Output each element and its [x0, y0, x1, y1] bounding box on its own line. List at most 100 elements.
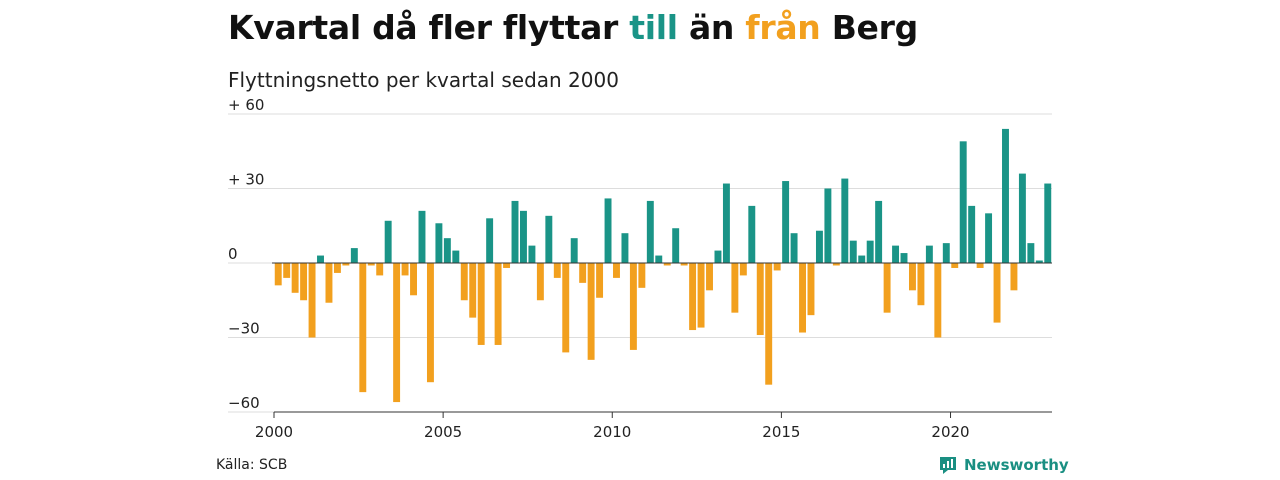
bar — [866, 240, 874, 263]
bar — [621, 233, 629, 263]
bar — [579, 263, 587, 283]
bar — [393, 263, 401, 403]
bar — [951, 263, 959, 268]
bar — [300, 263, 308, 301]
bar — [426, 263, 434, 383]
bar — [342, 263, 350, 266]
bar — [536, 263, 544, 301]
bar — [697, 263, 705, 328]
bar — [909, 263, 916, 291]
bar — [1018, 173, 1026, 263]
bar — [799, 263, 806, 333]
bar — [570, 238, 578, 263]
bar — [739, 263, 747, 276]
bar — [646, 200, 654, 263]
bar — [748, 205, 756, 263]
bar — [714, 250, 722, 263]
bar — [807, 263, 815, 316]
bar — [325, 263, 333, 303]
bar — [892, 245, 900, 263]
x-tick-label: 2010 — [593, 423, 631, 441]
y-tick-label: −30 — [228, 320, 260, 338]
bar — [443, 238, 451, 263]
bar — [663, 263, 671, 266]
bar — [477, 263, 485, 345]
bar — [283, 263, 291, 278]
bar — [672, 228, 680, 263]
bar — [968, 205, 976, 263]
bar — [553, 263, 561, 278]
bar — [934, 263, 942, 338]
x-tick-label: 2005 — [424, 423, 462, 441]
bar — [367, 263, 375, 266]
bar — [469, 263, 477, 318]
bar — [1010, 263, 1018, 291]
bar — [452, 250, 460, 263]
bar — [418, 210, 426, 263]
bar — [858, 255, 866, 263]
bar — [613, 263, 620, 278]
bar — [638, 263, 646, 288]
bar — [629, 263, 637, 350]
title-part-2: än — [677, 8, 746, 47]
bar — [359, 263, 367, 393]
bar — [731, 263, 739, 313]
title-highlight-fran: från — [745, 8, 821, 47]
chart-title: Kvartal då fler flyttar till än från Ber… — [228, 8, 918, 47]
bar — [1035, 260, 1043, 263]
bars — [274, 128, 1052, 403]
bar-chart-icon — [940, 457, 956, 474]
bar — [756, 263, 764, 336]
bar — [587, 263, 595, 360]
bar — [333, 263, 341, 273]
bar — [596, 263, 604, 298]
bar — [384, 220, 392, 263]
bar — [917, 263, 925, 306]
bar — [528, 245, 536, 263]
bar — [976, 263, 984, 268]
bar — [494, 263, 502, 345]
bar — [883, 263, 891, 313]
bar — [875, 200, 883, 263]
bar — [942, 243, 950, 263]
bar — [985, 213, 993, 263]
y-tick-label: + 60 — [228, 96, 264, 114]
x-tick-label: 2020 — [931, 423, 969, 441]
bar — [562, 263, 570, 353]
chart-subtitle: Flyttningsnetto per kvartal sedan 2000 — [228, 68, 619, 92]
bar — [773, 263, 781, 271]
bar — [765, 263, 773, 385]
bar — [655, 255, 663, 263]
bar — [520, 210, 527, 263]
bar — [959, 141, 967, 263]
y-tick-label: 0 — [228, 245, 238, 263]
bar — [680, 263, 688, 266]
bar — [511, 200, 519, 263]
bar — [317, 255, 324, 263]
bar — [291, 263, 299, 293]
bar — [849, 240, 857, 263]
bar — [604, 198, 612, 263]
y-tick-label: + 30 — [228, 171, 264, 189]
bar — [832, 263, 840, 266]
brand-logo[interactable]: Newsworthy — [938, 455, 1069, 475]
bar — [308, 263, 316, 338]
title-part-3: Berg — [820, 8, 919, 47]
bar — [410, 263, 417, 296]
bar — [722, 183, 730, 263]
bar — [815, 230, 823, 263]
bar — [993, 263, 1001, 323]
axes: + 60 + 30 0 −30 −60 2000 2005 2010 2015 2020 — [228, 96, 1052, 441]
y-tick-label: −60 — [228, 394, 260, 412]
title-part-1: Kvartal då fler flyttar — [228, 8, 630, 47]
bar — [435, 223, 443, 263]
bar — [925, 245, 933, 263]
bar — [824, 188, 832, 263]
bar — [486, 218, 494, 263]
bar — [689, 263, 697, 331]
bar — [1002, 128, 1009, 263]
x-tick-label: 2000 — [255, 423, 293, 441]
bar — [401, 263, 409, 276]
brand-name: Newsworthy — [964, 456, 1069, 474]
